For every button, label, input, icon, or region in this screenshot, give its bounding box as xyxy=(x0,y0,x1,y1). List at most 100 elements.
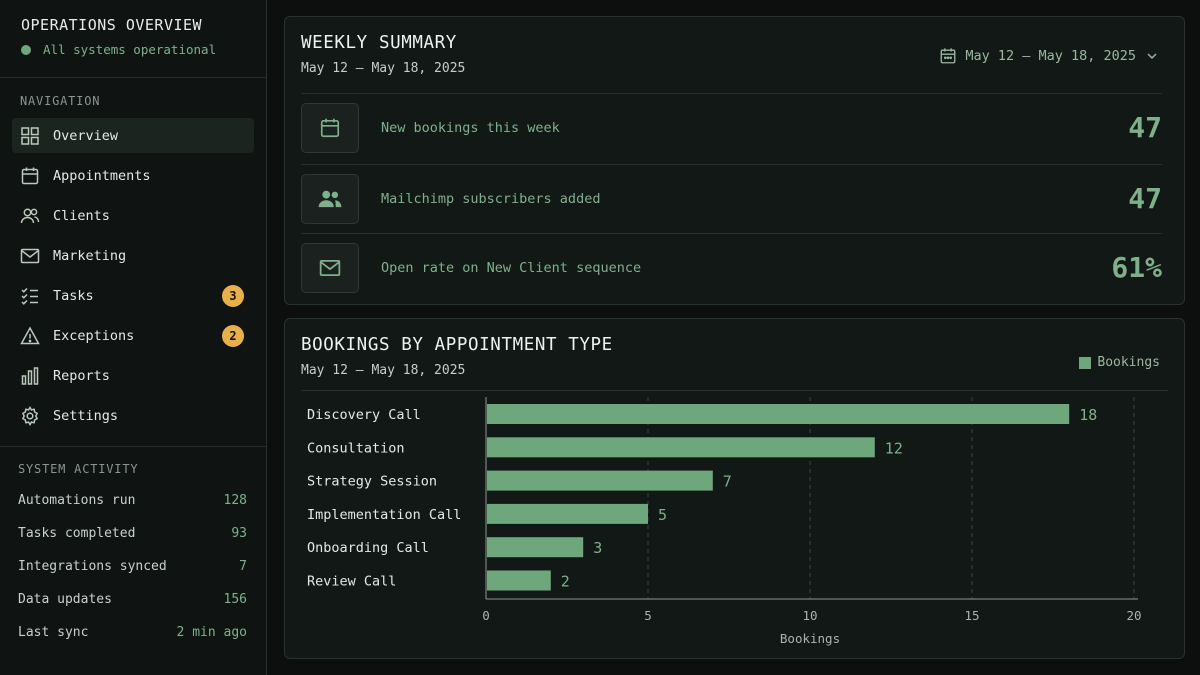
sidebar-item-clients[interactable]: Clients xyxy=(12,198,254,233)
activity-row: Last sync 2 min ago xyxy=(18,616,247,649)
summary-title: WEEKLY SUMMARY xyxy=(301,33,457,53)
sidebar-item-reports[interactable]: Reports xyxy=(12,358,254,393)
sidebar-nav: Overview Appointments Clients Marketing … xyxy=(0,118,266,433)
activity-row: Automations run 128 xyxy=(18,484,247,517)
chart-title: BOOKINGS BY APPOINTMENT TYPE xyxy=(301,335,613,355)
sidebar-item-label: Appointments xyxy=(53,167,151,184)
status-dot-icon xyxy=(21,44,31,55)
users-icon xyxy=(20,208,40,223)
sidebar-item-exceptions[interactable]: Exceptions 2 xyxy=(12,318,254,353)
sidebar-item-label: Clients xyxy=(53,207,110,224)
system-status-text: All systems operational xyxy=(43,42,217,57)
gear-icon xyxy=(21,405,39,426)
brand-header: OPERATIONS OVERVIEW All systems operatio… xyxy=(0,0,266,78)
metric-value: 61% xyxy=(1111,251,1162,284)
summary-header: WEEKLY SUMMARY May 12 – May 18, 2025 xyxy=(301,33,465,76)
chart-legend: Bookings xyxy=(1079,355,1160,370)
activity-value: 7 xyxy=(239,559,247,574)
legend-label: Bookings xyxy=(1097,355,1160,370)
bar xyxy=(487,570,551,591)
bar-value-label: 7 xyxy=(723,473,732,491)
metric-label: Mailchimp subscribers added xyxy=(381,190,601,207)
summary-subtitle: May 12 – May 18, 2025 xyxy=(301,61,466,76)
chart-header: BOOKINGS BY APPOINTMENT TYPE May 12 – Ma… xyxy=(301,335,613,378)
activity-label: Automations run xyxy=(18,493,136,508)
sidebar-item-tasks[interactable]: Tasks 3 xyxy=(12,278,254,313)
chevron-down-icon xyxy=(1147,53,1157,60)
category-label: Discovery Call xyxy=(307,407,421,423)
bar-value-label: 3 xyxy=(593,539,602,557)
users-icon xyxy=(318,190,342,207)
date-range-picker[interactable]: May 12 – May 18, 2025 xyxy=(939,47,1166,65)
category-label: Implementation Call xyxy=(307,507,461,523)
sidebar-item-label: Exceptions xyxy=(53,327,135,344)
activity-label: Data updates xyxy=(18,592,112,607)
sidebar-item-label: Reports xyxy=(53,367,110,384)
sidebar-item-label: Settings xyxy=(53,407,119,424)
bar xyxy=(487,537,584,558)
bar xyxy=(487,437,875,458)
activity-value: 93 xyxy=(231,526,247,541)
bar-chart-icon xyxy=(21,366,39,385)
bar-value-label: 5 xyxy=(658,506,667,524)
nav-section-label: NAVIGATION xyxy=(20,94,101,108)
chart-divider xyxy=(301,390,1168,391)
activity-row: Tasks completed 93 xyxy=(18,517,247,550)
sidebar-item-settings[interactable]: Settings xyxy=(12,398,254,433)
metric-label: New bookings this week xyxy=(381,119,560,136)
mail-icon xyxy=(20,248,40,263)
calendar-icon xyxy=(21,167,39,184)
grid-icon xyxy=(21,126,39,145)
sidebar-item-appointments[interactable]: Appointments xyxy=(12,158,254,193)
metric-label: Open rate on New Client sequence xyxy=(381,259,642,276)
tasks-count-badge: 3 xyxy=(222,285,244,307)
metric-row-open-rate: Open rate on New Client sequence 61% xyxy=(301,233,1162,301)
bookings-chart-card: BOOKINGS BY APPOINTMENT TYPE May 12 – Ma… xyxy=(284,318,1185,659)
metric-row-bookings: New bookings this week 47 xyxy=(301,93,1162,161)
activity-label: Integrations synced xyxy=(18,559,167,574)
category-label: Consultation xyxy=(307,440,405,456)
category-label: Strategy Session xyxy=(307,474,437,490)
checklist-icon xyxy=(21,287,38,305)
app-title: OPERATIONS OVERVIEW xyxy=(21,16,203,34)
bar xyxy=(487,470,713,491)
sidebar-item-overview[interactable]: Overview xyxy=(12,118,254,153)
warning-icon xyxy=(20,325,40,344)
category-label: Onboarding Call xyxy=(307,540,429,556)
activity-row: Data updates 156 xyxy=(18,583,247,616)
calendar-icon xyxy=(320,118,340,137)
activity-label: Last sync xyxy=(18,625,89,640)
x-tick-label: 20 xyxy=(1126,608,1141,623)
mail-icon xyxy=(319,259,341,276)
weekly-summary-card: WEEKLY SUMMARY May 12 – May 18, 2025 May… xyxy=(284,16,1185,305)
chart-subtitle: May 12 – May 18, 2025 xyxy=(301,363,466,378)
bar-value-label: 12 xyxy=(885,439,903,457)
bookings-bar-chart: 0 5 10 15 20 Bookings Discovery Call 18 Consulta… xyxy=(307,397,1142,646)
bar xyxy=(487,404,1070,424)
activity-row: Integrations synced 7 xyxy=(18,550,247,583)
bar xyxy=(487,503,648,524)
activity-section-label: SYSTEM ACTIVITY xyxy=(18,462,139,476)
exceptions-count-badge: 2 xyxy=(222,325,244,347)
system-status: All systems operational xyxy=(21,42,246,57)
date-range-text: May 12 – May 18, 2025 xyxy=(965,48,1136,64)
calendar-icon xyxy=(940,48,956,64)
sidebar-item-label: Marketing xyxy=(53,247,127,264)
sidebar-divider xyxy=(0,446,266,447)
legend-swatch xyxy=(1079,356,1092,369)
sidebar-item-marketing[interactable]: Marketing xyxy=(12,238,254,273)
sidebar-item-label: Overview xyxy=(53,127,119,144)
metric-icon-box xyxy=(301,173,359,224)
x-tick-label: 5 xyxy=(644,608,652,623)
bar-value-label: 2 xyxy=(561,573,570,591)
metric-value: 47 xyxy=(1128,111,1162,144)
metric-value: 47 xyxy=(1128,182,1162,215)
sidebar-item-label: Tasks xyxy=(53,287,94,304)
x-tick-label: 15 xyxy=(964,608,979,623)
activity-value: 2 min ago xyxy=(176,625,247,640)
metric-icon-box xyxy=(301,102,359,153)
x-axis-title: Bookings xyxy=(780,631,840,646)
activity-label: Tasks completed xyxy=(18,526,136,541)
category-label: Review Call xyxy=(307,574,396,590)
activity-value: 156 xyxy=(223,592,247,607)
